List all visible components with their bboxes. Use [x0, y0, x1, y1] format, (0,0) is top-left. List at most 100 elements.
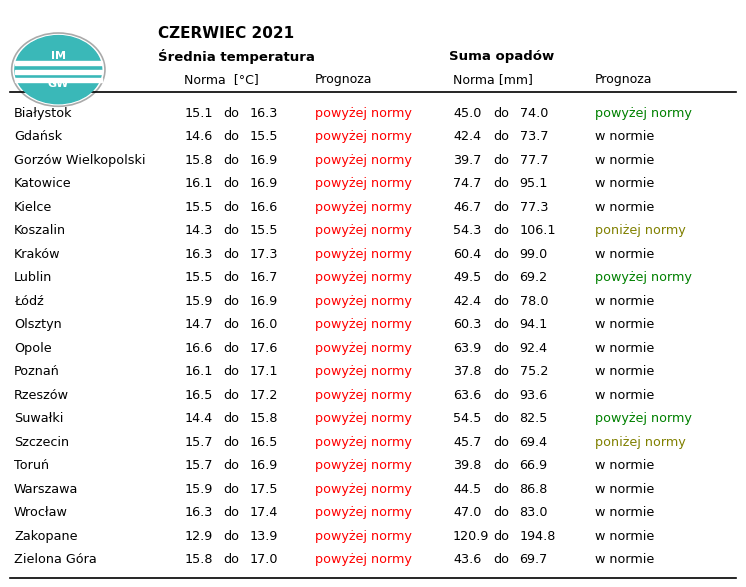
Text: do: do	[224, 436, 239, 448]
Text: powyżej normy: powyżej normy	[316, 107, 412, 120]
Text: 16.3: 16.3	[249, 107, 278, 120]
Text: 60.4: 60.4	[453, 248, 481, 261]
Text: do: do	[224, 412, 239, 425]
Text: 54.3: 54.3	[453, 224, 481, 237]
Text: 15.8: 15.8	[184, 553, 213, 566]
Text: do: do	[224, 365, 239, 378]
Text: 42.4: 42.4	[453, 130, 481, 143]
Text: w normie: w normie	[595, 459, 654, 472]
Text: GW: GW	[48, 79, 69, 89]
Text: powyżej normy: powyżej normy	[316, 412, 412, 425]
Text: powyżej normy: powyżej normy	[316, 483, 412, 495]
Text: do: do	[224, 107, 239, 120]
Text: do: do	[494, 201, 510, 214]
Text: powyżej normy: powyżej normy	[316, 177, 412, 190]
Text: powyżej normy: powyżej normy	[595, 107, 692, 120]
Text: powyżej normy: powyżej normy	[316, 365, 412, 378]
Text: 69.2: 69.2	[520, 271, 548, 284]
Text: 13.9: 13.9	[249, 529, 278, 543]
Text: powyżej normy: powyżej normy	[316, 318, 412, 331]
Circle shape	[15, 36, 101, 104]
Text: w normie: w normie	[595, 295, 654, 308]
Text: powyżej normy: powyżej normy	[316, 248, 412, 261]
Text: 78.0: 78.0	[520, 295, 548, 308]
Text: do: do	[224, 389, 239, 402]
Text: 14.7: 14.7	[184, 318, 213, 331]
Text: 44.5: 44.5	[453, 483, 481, 495]
Text: do: do	[494, 342, 510, 355]
Text: 39.7: 39.7	[453, 154, 481, 167]
Text: 16.3: 16.3	[184, 506, 213, 519]
Text: 60.3: 60.3	[453, 318, 481, 331]
Text: Gdańsk: Gdańsk	[14, 130, 62, 143]
Text: Rzeszów: Rzeszów	[14, 389, 69, 402]
Text: w normie: w normie	[595, 154, 654, 167]
Text: 15.5: 15.5	[184, 271, 213, 284]
Text: poniżej normy: poniżej normy	[595, 224, 686, 237]
Text: 15.9: 15.9	[184, 483, 213, 495]
Text: do: do	[224, 177, 239, 190]
Text: powyżej normy: powyżej normy	[316, 224, 412, 237]
Text: Toruń: Toruń	[14, 459, 49, 472]
Text: 15.8: 15.8	[249, 412, 278, 425]
Text: 16.1: 16.1	[184, 177, 213, 190]
Text: 66.9: 66.9	[520, 459, 548, 472]
Text: Gorzów Wielkopolski: Gorzów Wielkopolski	[14, 154, 145, 167]
Text: Prognoza: Prognoza	[316, 73, 373, 86]
Text: 43.6: 43.6	[453, 553, 481, 566]
Text: Lublin: Lublin	[14, 271, 52, 284]
Text: 49.5: 49.5	[453, 271, 481, 284]
Text: Zakopane: Zakopane	[14, 529, 78, 543]
Text: do: do	[224, 295, 239, 308]
Text: Białystok: Białystok	[14, 107, 72, 120]
Text: 95.1: 95.1	[520, 177, 548, 190]
Text: 93.6: 93.6	[520, 389, 548, 402]
Text: powyżej normy: powyżej normy	[316, 130, 412, 143]
Text: powyżej normy: powyżej normy	[316, 506, 412, 519]
Text: do: do	[494, 553, 510, 566]
Text: w normie: w normie	[595, 553, 654, 566]
Text: powyżej normy: powyżej normy	[316, 553, 412, 566]
Text: do: do	[494, 529, 510, 543]
Text: Kielce: Kielce	[14, 201, 52, 214]
Text: 16.9: 16.9	[249, 459, 278, 472]
Text: 37.8: 37.8	[453, 365, 481, 378]
Text: 16.5: 16.5	[249, 436, 278, 448]
Text: 17.1: 17.1	[249, 365, 278, 378]
Text: do: do	[494, 177, 510, 190]
Text: Olsztyn: Olsztyn	[14, 318, 62, 331]
Text: Prognoza: Prognoza	[595, 73, 653, 86]
Text: Norma  [°C]: Norma [°C]	[184, 73, 259, 86]
Text: do: do	[494, 271, 510, 284]
Text: 17.3: 17.3	[249, 248, 278, 261]
Text: do: do	[494, 224, 510, 237]
Text: IM: IM	[51, 50, 66, 60]
Text: w normie: w normie	[595, 318, 654, 331]
Text: 92.4: 92.4	[520, 342, 548, 355]
Text: w normie: w normie	[595, 365, 654, 378]
Text: do: do	[494, 318, 510, 331]
Text: Łódź: Łódź	[14, 295, 43, 308]
Text: 16.9: 16.9	[249, 177, 278, 190]
Text: 77.3: 77.3	[520, 201, 548, 214]
Text: 45.0: 45.0	[453, 107, 481, 120]
Text: 16.9: 16.9	[249, 295, 278, 308]
Text: do: do	[494, 459, 510, 472]
Text: Wrocław: Wrocław	[14, 506, 68, 519]
Text: 16.3: 16.3	[184, 248, 213, 261]
Text: powyżej normy: powyżej normy	[595, 271, 692, 284]
Text: 194.8: 194.8	[520, 529, 556, 543]
Text: do: do	[224, 506, 239, 519]
Bar	[15, 78, 101, 82]
Text: do: do	[494, 248, 510, 261]
Text: 82.5: 82.5	[520, 412, 548, 425]
Bar	[15, 70, 101, 74]
Text: do: do	[224, 224, 239, 237]
Text: do: do	[224, 201, 239, 214]
Text: CZERWIEC 2021: CZERWIEC 2021	[158, 25, 295, 41]
Text: 17.2: 17.2	[249, 389, 278, 402]
Text: do: do	[494, 130, 510, 143]
Text: do: do	[224, 553, 239, 566]
Text: do: do	[494, 506, 510, 519]
Text: 16.6: 16.6	[184, 342, 213, 355]
